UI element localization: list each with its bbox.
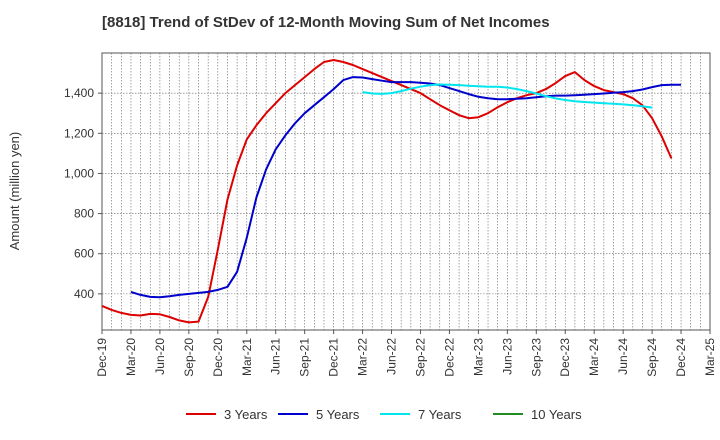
series-line-5-years: [130, 76, 681, 299]
x-tick-label: Dec-20: [211, 338, 225, 377]
legend-label-10-years: 10 Years: [531, 407, 582, 422]
x-tick-label: Dec-21: [327, 338, 341, 377]
series-line-3-years: [101, 59, 673, 324]
series-line-7-years: [362, 83, 653, 109]
x-tick-label: Dec-24: [674, 338, 688, 377]
x-tick-label: Mar-23: [471, 338, 485, 376]
legend-label-3-years: 3 Years: [224, 407, 268, 422]
legend: 3 Years 5 Years 7 Years 10 Years: [186, 407, 582, 422]
plot-border: [101, 52, 711, 331]
x-tick-label: Jun-22: [385, 338, 399, 375]
y-tick-label: 1,400: [64, 86, 94, 100]
x-tick-label: Sep-22: [413, 338, 427, 377]
y-tick-label: 400: [74, 287, 94, 301]
x-tick-label: Mar-20: [124, 338, 138, 376]
x-tick-label: Sep-23: [529, 338, 543, 377]
y-tick-label: 800: [74, 207, 94, 221]
y-tick-label: 1,200: [64, 126, 94, 140]
x-tick-label: Sep-21: [298, 338, 312, 377]
chart-title: [8818] Trend of StDev of 12-Month Moving…: [102, 14, 550, 31]
legend-label-7-years: 7 Years: [418, 407, 462, 422]
x-tick-label: Dec-19: [95, 338, 109, 377]
x-tick-label: Jun-21: [269, 338, 283, 375]
series-lines: [101, 59, 681, 324]
y-axis-label: Amount (million yen): [7, 132, 22, 251]
x-tick-label: Mar-24: [587, 338, 601, 376]
y-tick-label: 1,000: [64, 166, 94, 180]
x-tick-label: Mar-22: [356, 338, 370, 376]
x-tick-label: Sep-24: [645, 338, 659, 377]
x-axis-ticks: Dec-19 Mar-20 Jun-20 Sep-20 Dec-20 Mar-21 Jun-…: [95, 330, 717, 377]
x-tick-label: Jun-20: [153, 338, 167, 375]
legend-label-5-years: 5 Years: [316, 407, 360, 422]
x-tick-label: Mar-21: [240, 338, 254, 376]
plot-area: [102, 53, 710, 330]
y-axis-ticks: 400 600 800 1,000 1,200 1,400: [64, 86, 102, 301]
x-tick-label: Mar-25: [703, 338, 717, 376]
x-tick-label: Jun-24: [616, 338, 630, 375]
x-tick-label: Sep-20: [182, 338, 196, 377]
x-tick-label: Dec-22: [442, 338, 456, 377]
x-tick-label: Dec-23: [558, 338, 572, 377]
y-tick-label: 600: [74, 247, 94, 261]
x-tick-label: Jun-23: [500, 338, 514, 375]
